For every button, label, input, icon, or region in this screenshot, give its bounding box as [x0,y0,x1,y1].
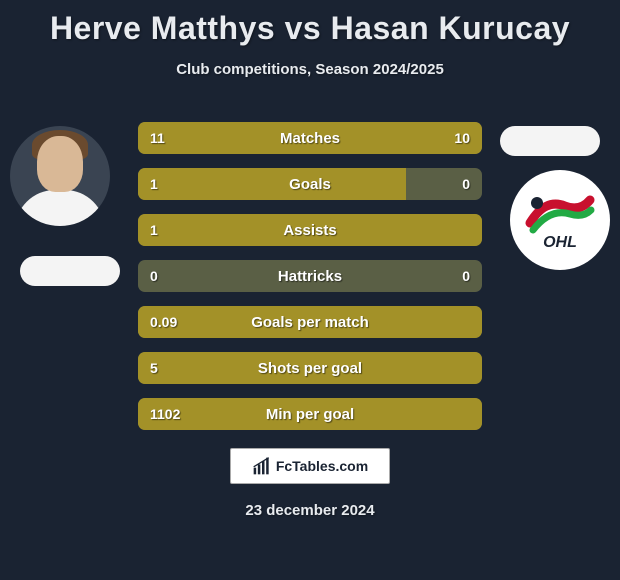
date-text: 23 december 2024 [0,502,620,519]
team-pill-left [20,256,120,286]
stat-row: 1102Min per goal [138,398,482,430]
chart-icon [252,456,272,476]
stat-row: 00Hattricks [138,260,482,292]
subtitle: Club competitions, Season 2024/2025 [0,61,620,78]
stat-label: Min per goal [138,398,482,430]
stat-label: Shots per goal [138,352,482,384]
stat-row: 0.09Goals per match [138,306,482,338]
stat-label: Goals [138,168,482,200]
stat-label: Goals per match [138,306,482,338]
stat-label: Assists [138,214,482,246]
brand-text: FcTables.com [276,458,368,474]
player-left-photo [10,126,110,226]
brand-badge: FcTables.com [230,448,390,484]
stat-row: 1110Matches [138,122,482,154]
stat-label: Matches [138,122,482,154]
club-logo-text: OHL [543,234,577,252]
club-logo-right: OHL [510,170,610,270]
stat-label: Hattricks [138,260,482,292]
stat-row: 5Shots per goal [138,352,482,384]
stat-row: 10Goals [138,168,482,200]
stats-bars: 1110Matches 10Goals 1Assists 00Hattricks 0.0… [138,122,482,444]
stat-row: 1Assists [138,214,482,246]
page-title: Herve Matthys vs Hasan Kurucay [0,0,620,47]
team-pill-right [500,126,600,156]
